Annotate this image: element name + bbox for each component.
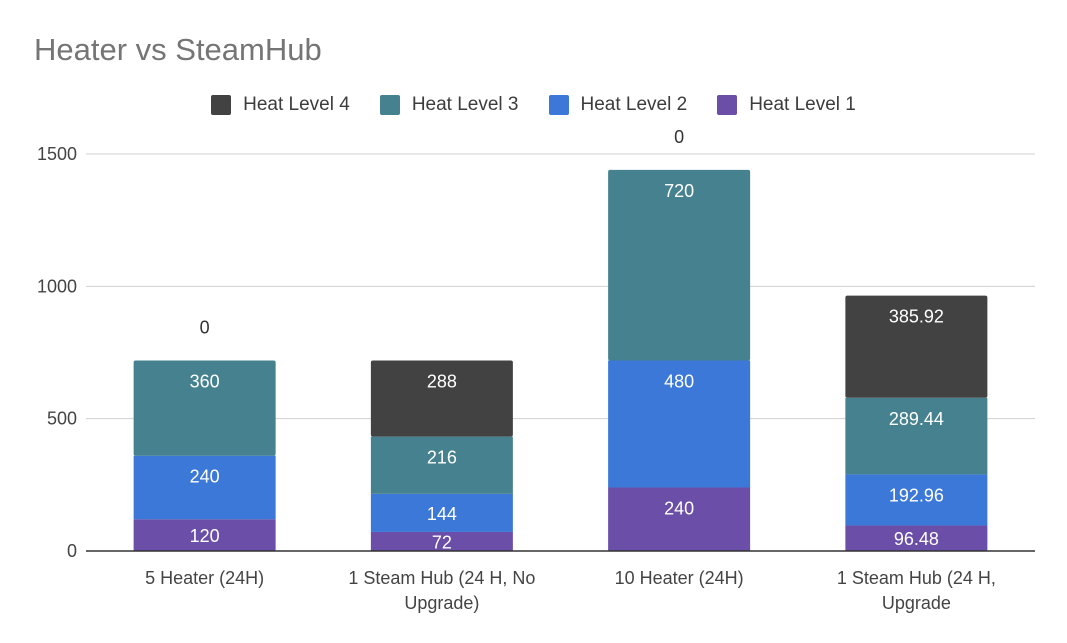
bar-segment <box>845 474 988 526</box>
bar-segment <box>608 360 751 488</box>
data-label: 360 <box>190 371 220 391</box>
bar-segment <box>608 169 751 361</box>
data-label: 288 <box>427 371 457 391</box>
x-tick-label: Upgrade <box>882 593 951 613</box>
legend: Heat Level 4 Heat Level 3 Heat Level 2 Heat… <box>0 94 1067 116</box>
bar-segment <box>133 455 276 520</box>
bar-segment <box>370 493 513 532</box>
legend-swatch <box>717 95 738 115</box>
legend-item-heat-level-1: Heat Level 1 <box>717 94 856 116</box>
data-label: 120 <box>190 526 220 546</box>
bar-segment <box>608 487 751 551</box>
chart-title: Heater vs SteamHub <box>34 32 322 67</box>
bar-segment <box>370 436 513 494</box>
data-label: 216 <box>427 448 457 468</box>
bar-segment <box>133 360 276 456</box>
data-label: 240 <box>664 498 694 518</box>
legend-label: Heat Level 4 <box>243 94 350 115</box>
legend-item-heat-level-2: Heat Level 2 <box>548 94 688 116</box>
y-tick-label: 1000 <box>37 276 77 296</box>
data-label: 240 <box>190 467 220 487</box>
y-tick-label: 500 <box>47 409 77 429</box>
data-label: 0 <box>200 317 210 337</box>
data-label: 72 <box>432 532 452 552</box>
data-label: 192.96 <box>889 485 944 505</box>
legend-label: Heat Level 2 <box>580 94 688 115</box>
legend-item-heat-level-3: Heat Level 3 <box>379 94 519 116</box>
data-label: 0 <box>674 127 684 147</box>
bar-segment <box>845 525 988 551</box>
y-tick-label: 1500 <box>37 144 77 164</box>
data-label: 144 <box>427 504 457 524</box>
x-tick-label: 1 Steam Hub (24 H, No <box>348 568 535 588</box>
bar-segment <box>845 397 988 475</box>
bar-segment <box>370 531 513 551</box>
x-tick-label: Upgrade) <box>404 593 479 613</box>
legend-swatch <box>379 95 400 115</box>
legend-label: Heat Level 3 <box>411 94 519 115</box>
x-tick-label: 5 Heater (24H) <box>145 568 264 588</box>
x-tick-label: 10 Heater (24H) <box>615 568 744 588</box>
legend-swatch <box>548 95 569 115</box>
data-label: 289.44 <box>889 409 944 429</box>
legend-item-heat-level-4: Heat Level 4 <box>211 94 350 116</box>
legend-label: Heat Level 1 <box>749 94 856 115</box>
bar-segment <box>845 295 988 398</box>
bar-segment <box>370 360 513 437</box>
data-label: 720 <box>664 181 694 201</box>
y-tick-label: 0 <box>67 541 77 561</box>
bar-segment <box>133 519 276 551</box>
legend-swatch <box>211 95 232 115</box>
data-label: 385.92 <box>889 307 944 327</box>
x-tick-label: 1 Steam Hub (24 H, <box>837 568 996 588</box>
data-label: 480 <box>664 371 694 391</box>
data-label: 96.48 <box>894 529 939 549</box>
